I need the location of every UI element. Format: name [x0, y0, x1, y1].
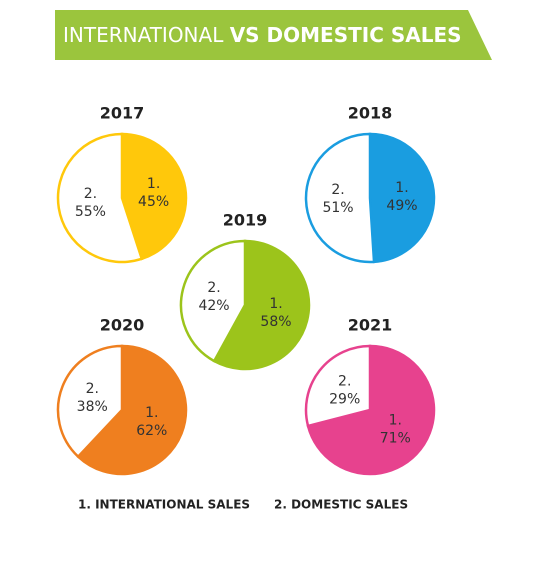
- slice-number: 1.: [147, 176, 160, 192]
- slice-value-label: 58%: [260, 314, 291, 330]
- slice-number: 1.: [269, 296, 282, 312]
- slice-value-label: 71%: [380, 431, 411, 447]
- slice-number: 2.: [86, 381, 99, 397]
- pie-slice: [56, 344, 124, 459]
- slice-number: 1.: [389, 413, 402, 429]
- slice-value-label: 49%: [386, 198, 417, 214]
- slice-number: 1.: [395, 180, 408, 196]
- pie-slice: [76, 344, 188, 476]
- slice-number: 2.: [207, 280, 220, 296]
- title-bold: VS DOMESTIC SALES: [230, 23, 462, 47]
- pie-slice: [179, 239, 247, 363]
- slice-value-label: 45%: [138, 194, 169, 210]
- title-banner: [55, 10, 492, 60]
- pie-slice: [212, 239, 311, 371]
- slice-value-label: 42%: [198, 298, 229, 314]
- pie-slice: [368, 132, 436, 264]
- slice-number: 2.: [338, 373, 351, 389]
- slice-value-label: 51%: [322, 200, 353, 216]
- slice-number: 1.: [145, 405, 158, 421]
- pie-title: 2020: [100, 316, 145, 335]
- slice-number: 2.: [84, 186, 97, 202]
- pie-slice: [56, 132, 144, 264]
- pie-title: 2019: [223, 211, 268, 230]
- title-regular: INTERNATIONAL: [63, 23, 224, 47]
- legend-entry: 2. DOMESTIC SALES: [274, 498, 408, 512]
- slice-value-label: 62%: [136, 423, 167, 439]
- slice-value-label: 55%: [75, 204, 106, 220]
- pie-title: 2021: [348, 316, 393, 335]
- pie-title: 2018: [348, 104, 393, 123]
- pie-title: 2017: [100, 104, 145, 123]
- slice-value-label: 38%: [77, 399, 108, 415]
- legend-entry: 1. INTERNATIONAL SALES: [78, 498, 250, 512]
- title: INTERNATIONAL VS DOMESTIC SALES: [63, 23, 462, 47]
- pie-slice: [120, 132, 188, 261]
- slice-number: 2.: [331, 182, 344, 198]
- pie-slice: [304, 132, 376, 264]
- slice-value-label: 29%: [329, 391, 360, 407]
- pie-slice: [304, 344, 372, 428]
